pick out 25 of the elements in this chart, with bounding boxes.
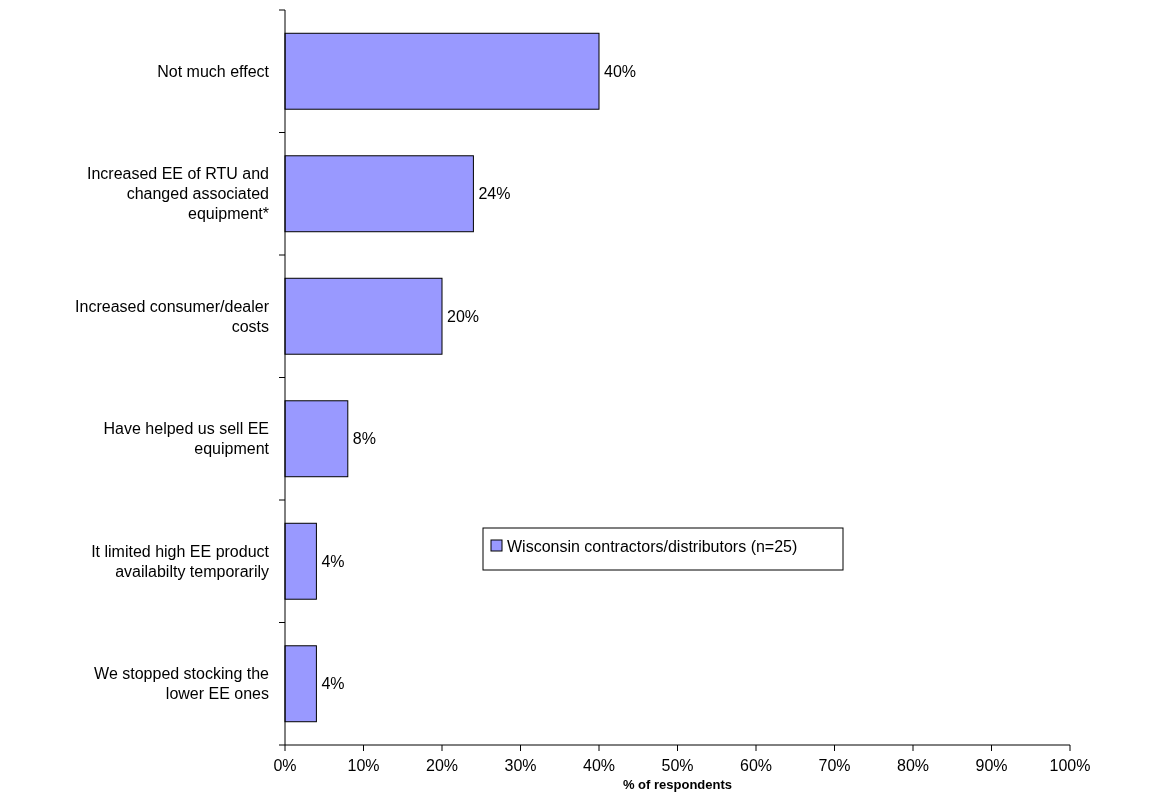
text: 24% bbox=[478, 185, 511, 203]
y-tick-label: It limited high EE product availabilty temporarily bbox=[91, 542, 270, 580]
text: 20% bbox=[447, 307, 480, 325]
text: 40% bbox=[604, 62, 637, 80]
text: 4% bbox=[321, 552, 345, 570]
x-tick-label: 80% bbox=[896, 757, 930, 774]
y-tick-label: Increased consumer/dealer costs bbox=[75, 297, 270, 335]
x-axis-title: % of respondents bbox=[622, 777, 733, 792]
x-tick-label: 30% bbox=[504, 757, 537, 774]
x-tick-label: 60% bbox=[739, 757, 773, 774]
x-tick-label: 70% bbox=[818, 757, 851, 774]
legend-label: Wisconsin contractors/distributors (n=25) bbox=[507, 537, 798, 555]
y-tick-label: We stopped stocking the lower EE ones bbox=[94, 665, 270, 703]
x-tick-label: 40% bbox=[582, 757, 616, 774]
text: 4% bbox=[321, 675, 345, 693]
y-tick-label: Have helped us sell EE equipment bbox=[103, 420, 270, 458]
x-tick-label: 0% bbox=[273, 757, 297, 774]
x-tick-label: 20% bbox=[425, 757, 459, 774]
x-tick-label: 100% bbox=[1049, 757, 1091, 774]
x-tick-label: 10% bbox=[347, 757, 380, 774]
y-tick-label: Increased EE of RTU and changed associated equipment* bbox=[86, 165, 269, 223]
y-tick-label: Not much effect bbox=[157, 62, 270, 80]
text: 8% bbox=[352, 430, 376, 448]
x-tick-label: 50% bbox=[661, 757, 694, 774]
x-tick-label: 90% bbox=[975, 757, 1008, 774]
